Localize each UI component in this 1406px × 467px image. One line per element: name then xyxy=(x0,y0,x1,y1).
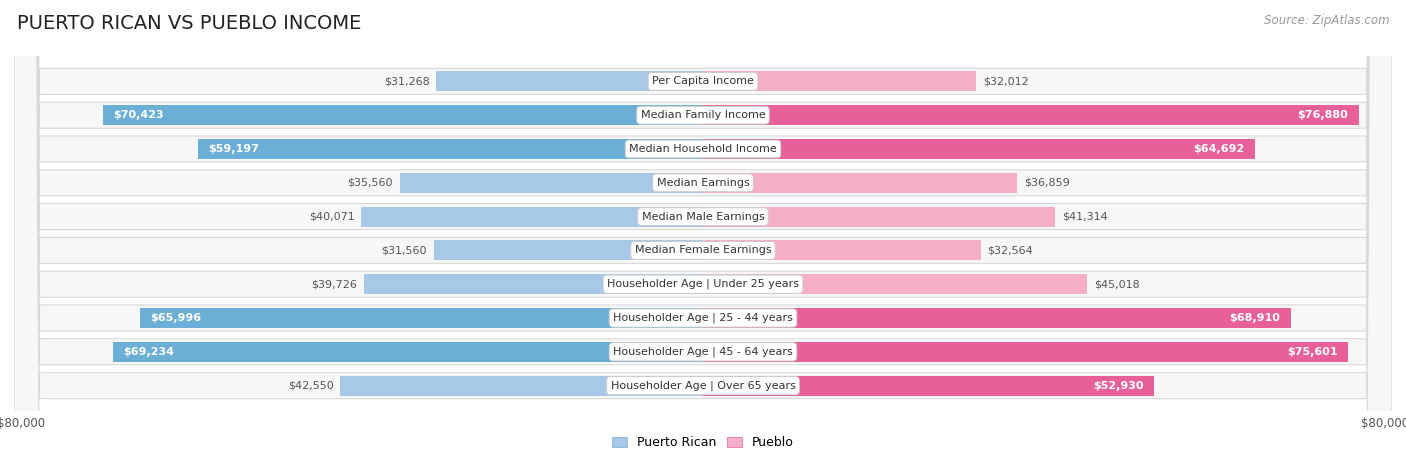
Text: $75,601: $75,601 xyxy=(1286,347,1337,357)
Bar xyxy=(399,173,703,193)
Text: $52,930: $52,930 xyxy=(1094,381,1144,390)
FancyBboxPatch shape xyxy=(14,0,1392,467)
FancyBboxPatch shape xyxy=(14,0,1392,467)
Bar xyxy=(436,71,703,92)
Bar xyxy=(703,342,1347,362)
Text: $41,314: $41,314 xyxy=(1062,212,1108,222)
FancyBboxPatch shape xyxy=(14,0,1392,467)
Text: PUERTO RICAN VS PUEBLO INCOME: PUERTO RICAN VS PUEBLO INCOME xyxy=(17,14,361,33)
Bar xyxy=(703,375,1154,396)
Bar xyxy=(703,241,980,261)
Text: $70,423: $70,423 xyxy=(112,110,163,120)
Text: $39,726: $39,726 xyxy=(312,279,357,289)
FancyBboxPatch shape xyxy=(14,0,1392,467)
Bar xyxy=(703,71,976,92)
Bar xyxy=(103,105,703,125)
Bar xyxy=(703,308,1291,328)
Text: Householder Age | Over 65 years: Householder Age | Over 65 years xyxy=(610,380,796,391)
Text: $31,268: $31,268 xyxy=(384,77,430,86)
Bar xyxy=(340,375,703,396)
FancyBboxPatch shape xyxy=(14,0,1392,467)
Text: Median Male Earnings: Median Male Earnings xyxy=(641,212,765,222)
Text: $36,859: $36,859 xyxy=(1024,178,1070,188)
FancyBboxPatch shape xyxy=(14,0,1392,467)
Text: Median Household Income: Median Household Income xyxy=(628,144,778,154)
Bar xyxy=(141,308,703,328)
Text: $68,910: $68,910 xyxy=(1229,313,1281,323)
Text: $76,880: $76,880 xyxy=(1298,110,1348,120)
Text: $42,550: $42,550 xyxy=(288,381,333,390)
Bar xyxy=(364,274,703,294)
FancyBboxPatch shape xyxy=(14,0,1392,467)
Text: $45,018: $45,018 xyxy=(1094,279,1139,289)
Text: $59,197: $59,197 xyxy=(208,144,259,154)
Bar xyxy=(703,139,1254,159)
Bar xyxy=(361,206,703,226)
Text: Median Earnings: Median Earnings xyxy=(657,178,749,188)
Text: $35,560: $35,560 xyxy=(347,178,392,188)
Text: $32,012: $32,012 xyxy=(983,77,1029,86)
Text: Median Female Earnings: Median Female Earnings xyxy=(634,245,772,255)
FancyBboxPatch shape xyxy=(14,0,1392,467)
FancyBboxPatch shape xyxy=(14,0,1392,467)
Bar xyxy=(703,105,1358,125)
Text: $69,234: $69,234 xyxy=(122,347,174,357)
Bar xyxy=(434,241,703,261)
Text: Householder Age | 25 - 44 years: Householder Age | 25 - 44 years xyxy=(613,313,793,323)
Text: Per Capita Income: Per Capita Income xyxy=(652,77,754,86)
Bar xyxy=(112,342,703,362)
FancyBboxPatch shape xyxy=(14,0,1392,467)
Text: $65,996: $65,996 xyxy=(150,313,201,323)
Bar xyxy=(198,139,703,159)
Text: $32,564: $32,564 xyxy=(987,245,1033,255)
Bar xyxy=(703,274,1087,294)
Text: Householder Age | 45 - 64 years: Householder Age | 45 - 64 years xyxy=(613,347,793,357)
Bar xyxy=(703,173,1018,193)
Text: $40,071: $40,071 xyxy=(309,212,354,222)
Text: $64,692: $64,692 xyxy=(1194,144,1244,154)
Text: $31,560: $31,560 xyxy=(381,245,427,255)
Bar xyxy=(703,206,1056,226)
Text: Source: ZipAtlas.com: Source: ZipAtlas.com xyxy=(1264,14,1389,27)
Legend: Puerto Rican, Pueblo: Puerto Rican, Pueblo xyxy=(607,432,799,454)
Text: Householder Age | Under 25 years: Householder Age | Under 25 years xyxy=(607,279,799,290)
Text: Median Family Income: Median Family Income xyxy=(641,110,765,120)
